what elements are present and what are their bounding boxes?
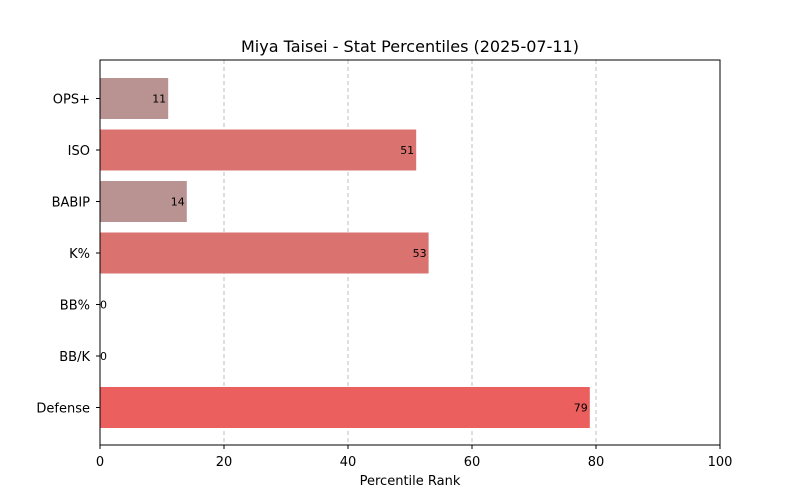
data-label: 53 (413, 247, 427, 260)
data-label: 51 (400, 144, 414, 157)
x-tick-label: 0 (96, 455, 104, 470)
data-label: 79 (574, 402, 588, 415)
y-tick-label: BB% (60, 299, 90, 314)
y-tick-label: OPS+ (53, 93, 90, 108)
x-tick-label: 20 (216, 455, 233, 470)
data-label: 0 (100, 350, 107, 363)
y-tick-label: BABIP (52, 196, 91, 211)
y-tick-label: ISO (68, 144, 90, 159)
y-tick-label: K% (69, 247, 90, 262)
x-axis-label: Percentile Rank (360, 474, 461, 489)
y-tick-label: Defense (36, 402, 90, 417)
data-label: 0 (100, 299, 107, 312)
data-label: 14 (171, 196, 185, 209)
axes: OPS+ ISO BABIP K% BB% BB/K Defense 0 20 40 60 80 100 (36, 93, 732, 471)
x-tick-label: 100 (708, 455, 733, 470)
chart-title: Miya Taisei - Stat Percentiles (2025-07-… (241, 37, 579, 56)
x-tick-label: 80 (588, 455, 605, 470)
bar-K% (100, 232, 429, 274)
bar-OPS+ (100, 78, 169, 119)
data-label: 11 (152, 93, 166, 106)
x-tick-label: 60 (464, 455, 481, 470)
bar-BABIP (100, 181, 187, 222)
y-tick-label: BB/K (59, 350, 90, 365)
data-labels: 11 51 14 53 0 0 79 (100, 93, 588, 415)
bars (100, 78, 590, 428)
x-tick-label: 40 (340, 455, 357, 470)
bar-Defense (100, 387, 590, 428)
bar-ISO (100, 129, 417, 171)
